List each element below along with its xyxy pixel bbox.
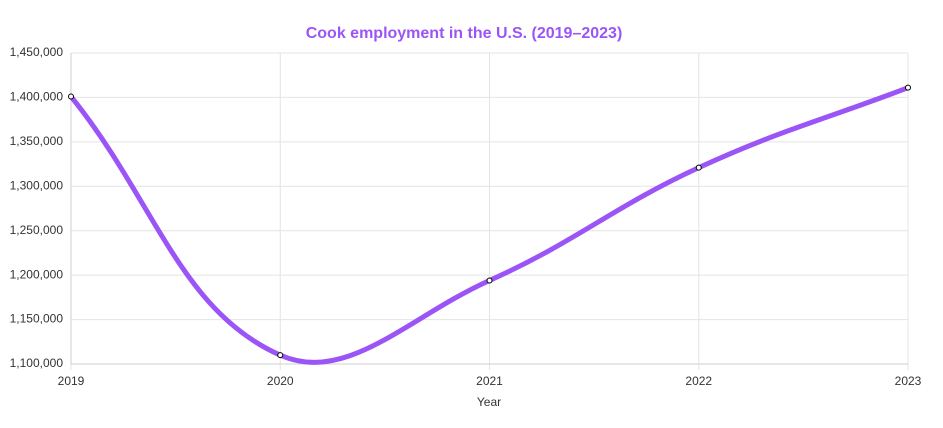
point bbox=[277, 352, 284, 359]
y-tick-label: 1,400,000 bbox=[10, 90, 64, 104]
y-tick-label: 1,200,000 bbox=[10, 267, 64, 281]
x-tick-label: 2022 bbox=[685, 374, 712, 388]
y-tick-label: 1,100,000 bbox=[10, 356, 64, 370]
x-tick-label: 2020 bbox=[267, 374, 294, 388]
chart-title: Cook employment in the U.S. (2019–2023) bbox=[306, 25, 623, 42]
x-tick-label: 2021 bbox=[476, 374, 503, 388]
point bbox=[695, 164, 702, 171]
point bbox=[68, 93, 74, 100]
x-axis-label: Year bbox=[477, 395, 501, 409]
y-tick-label: 1,450,000 bbox=[10, 45, 64, 59]
point bbox=[486, 277, 493, 284]
x-tick-label: 2023 bbox=[895, 374, 922, 388]
y-tick-label: 1,250,000 bbox=[10, 223, 64, 237]
point bbox=[905, 84, 911, 91]
line bbox=[68, 85, 911, 365]
y-tick-label: 1,350,000 bbox=[10, 134, 64, 148]
x-tick-label: 2019 bbox=[58, 374, 85, 388]
y-tick-label: 1,300,000 bbox=[10, 178, 64, 192]
y-tick-label: 1,150,000 bbox=[10, 312, 64, 326]
